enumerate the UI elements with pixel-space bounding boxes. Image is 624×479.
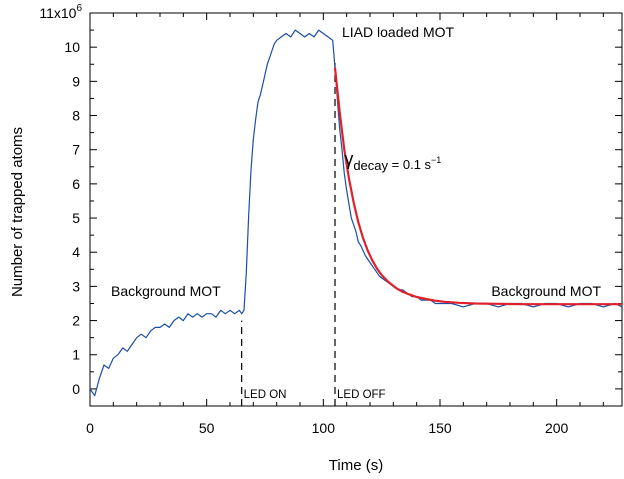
y-tick-label: 8 (72, 108, 80, 124)
annotation-label: Background MOT (491, 283, 601, 299)
y-tick-label: 6 (72, 176, 80, 192)
y-axis-title: Number of trapped atoms (9, 127, 26, 297)
y-tick-label: 4 (72, 244, 80, 260)
gamma-symbol: γ (344, 149, 353, 169)
y-tick-label: 9 (72, 73, 80, 89)
y-tick-label: 10 (64, 39, 80, 55)
gamma-value: = 0.1 s (388, 157, 431, 172)
y-tick-label: 2 (72, 313, 80, 329)
x-axis-title: Time (s) (329, 457, 383, 474)
x-tick-label: 100 (312, 420, 336, 436)
annotations: Background MOT LIAD loaded MOT Background … (111, 24, 601, 299)
y-tick-label: 3 (72, 278, 80, 294)
annotation-label: Background MOT (111, 283, 221, 299)
series-line-data (89, 29, 623, 397)
vline-label: LED OFF (337, 389, 386, 401)
y-top-base: 11x10 (39, 5, 76, 21)
y-tick-label: 5 (72, 210, 80, 226)
plot-area (89, 12, 623, 407)
chart-frame (89, 12, 623, 407)
x-tick-label: 150 (428, 420, 452, 436)
vline-label: LED ON (244, 389, 287, 401)
gamma-decay-label: γdecay = 0.1 s−1 (344, 149, 441, 173)
y-tick-label: 1 (72, 347, 80, 363)
x-tick-label: 50 (199, 420, 215, 436)
y-top-exp: 6 (76, 3, 82, 14)
axis-ticks (89, 13, 622, 406)
annotation-label: LIAD loaded MOT (342, 24, 454, 40)
y-tick-label: 0 (72, 381, 80, 397)
gamma-unit-exp: −1 (431, 155, 441, 165)
vertical-marker-lines: LED ON LED OFF (241, 60, 386, 406)
series-line-fit (333, 67, 622, 306)
y-top-tick-label: 11x106 (39, 3, 82, 21)
gamma-subscript: decay (353, 158, 388, 173)
series-group (89, 29, 623, 397)
x-tick-label: 200 (545, 420, 569, 436)
x-tick-label: 0 (86, 420, 94, 436)
y-tick-label: 7 (72, 142, 80, 158)
